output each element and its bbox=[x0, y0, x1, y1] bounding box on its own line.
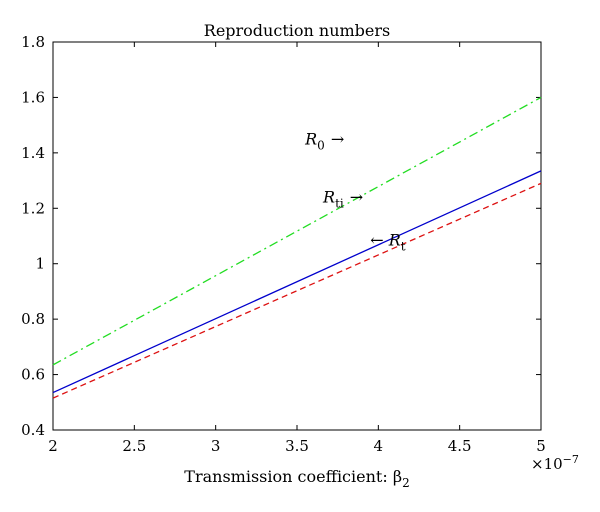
y-tick-label: 0.8 bbox=[21, 310, 45, 328]
x-tick-label: 5 bbox=[536, 437, 546, 455]
y-tick-label: 1.4 bbox=[21, 144, 45, 162]
x-tick-label: 3 bbox=[211, 437, 221, 455]
series-label-r0: R0 → bbox=[304, 130, 344, 153]
x-axis-ticks: 2 2.5 3 3.5 4 4.5 5 bbox=[48, 42, 546, 455]
series-label-rt: ← Rt bbox=[370, 231, 406, 254]
x-exponent-power: −7 bbox=[563, 453, 579, 466]
x-axis-label-text: Transmission coefficient: β bbox=[184, 467, 402, 486]
series-line-r0 bbox=[52, 96, 542, 366]
series-label-rti: Rti → bbox=[322, 188, 363, 211]
x-tick-label: 4 bbox=[374, 437, 384, 455]
x-tick-label: 3.5 bbox=[285, 437, 309, 455]
y-tick-label: 1.6 bbox=[21, 88, 45, 106]
y-tick-label: 0.4 bbox=[21, 421, 45, 439]
y-tick-label: 1.2 bbox=[21, 199, 45, 217]
y-axis-ticks: 0.4 0.6 0.8 1 1.2 1.4 1.6 1.8 bbox=[21, 33, 541, 439]
series-lines bbox=[52, 96, 542, 399]
series-line-rt bbox=[52, 182, 542, 399]
x-axis-label-subscript: 2 bbox=[402, 476, 410, 490]
x-tick-label: 4.5 bbox=[448, 437, 472, 455]
plot-frame bbox=[52, 41, 542, 431]
x-axis-exponent: ×10−7 bbox=[531, 453, 579, 473]
y-tick-label: 1 bbox=[35, 255, 45, 273]
x-tick-label: 2.5 bbox=[122, 437, 146, 455]
y-tick-label: 1.8 bbox=[21, 33, 45, 51]
chart-title: Reproduction numbers bbox=[204, 21, 390, 40]
series-line-rti bbox=[52, 170, 542, 394]
series-labels: R0 → Rti → ← Rt bbox=[304, 130, 406, 254]
y-tick-label: 0.6 bbox=[21, 366, 45, 384]
x-tick-label: 2 bbox=[48, 437, 58, 455]
x-exponent-base: ×10 bbox=[531, 455, 563, 473]
x-axis-label: Transmission coefficient: β2 bbox=[184, 467, 409, 490]
